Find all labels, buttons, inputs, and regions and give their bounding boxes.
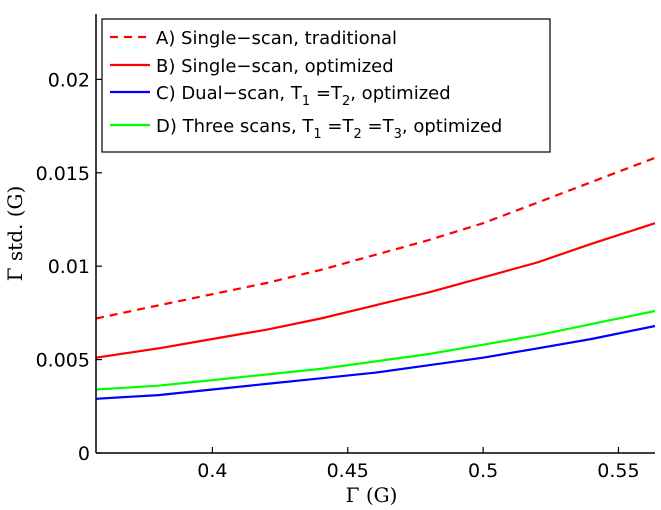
series-layer	[95, 156, 656, 400]
series-line-a	[95, 156, 656, 320]
series-line-c	[95, 324, 656, 400]
y-tick-label: 0.005	[36, 350, 90, 372]
y-tick-label: 0.015	[36, 163, 90, 185]
legend-entry: C) Dual−scan, T1 =T2, optimized	[156, 83, 451, 109]
x-tick-label: 0.45	[327, 460, 369, 482]
x-tick-label: 0.5	[468, 460, 498, 482]
y-axis-label: Γ std. (G)	[3, 186, 27, 282]
legend-entry: A) Single−scan, traditional	[156, 28, 397, 49]
series-line-b	[95, 222, 656, 359]
x-axis-label: Γ (G)	[346, 483, 398, 507]
legend-entry: B) Single−scan, optimized	[156, 56, 394, 77]
legend: A) Single−scan, traditional B) Single−sca…	[101, 18, 551, 153]
series-line-d	[95, 309, 656, 391]
axes	[95, 14, 655, 454]
y-tick-label: 0.01	[48, 256, 90, 278]
x-tick-label: 0.4	[197, 460, 227, 482]
y-tick-label: 0.02	[48, 69, 90, 91]
x-tick-label: 0.55	[597, 460, 639, 482]
legend-entry: D) Three scans, T1 =T2 =T3, optimized	[156, 116, 502, 142]
ticks: 0.4 0.45 0.5 0.55 0 0.005 0.01 0.015 0.02	[36, 69, 640, 482]
legend-box	[101, 18, 551, 153]
y-tick-label: 0	[78, 443, 90, 465]
